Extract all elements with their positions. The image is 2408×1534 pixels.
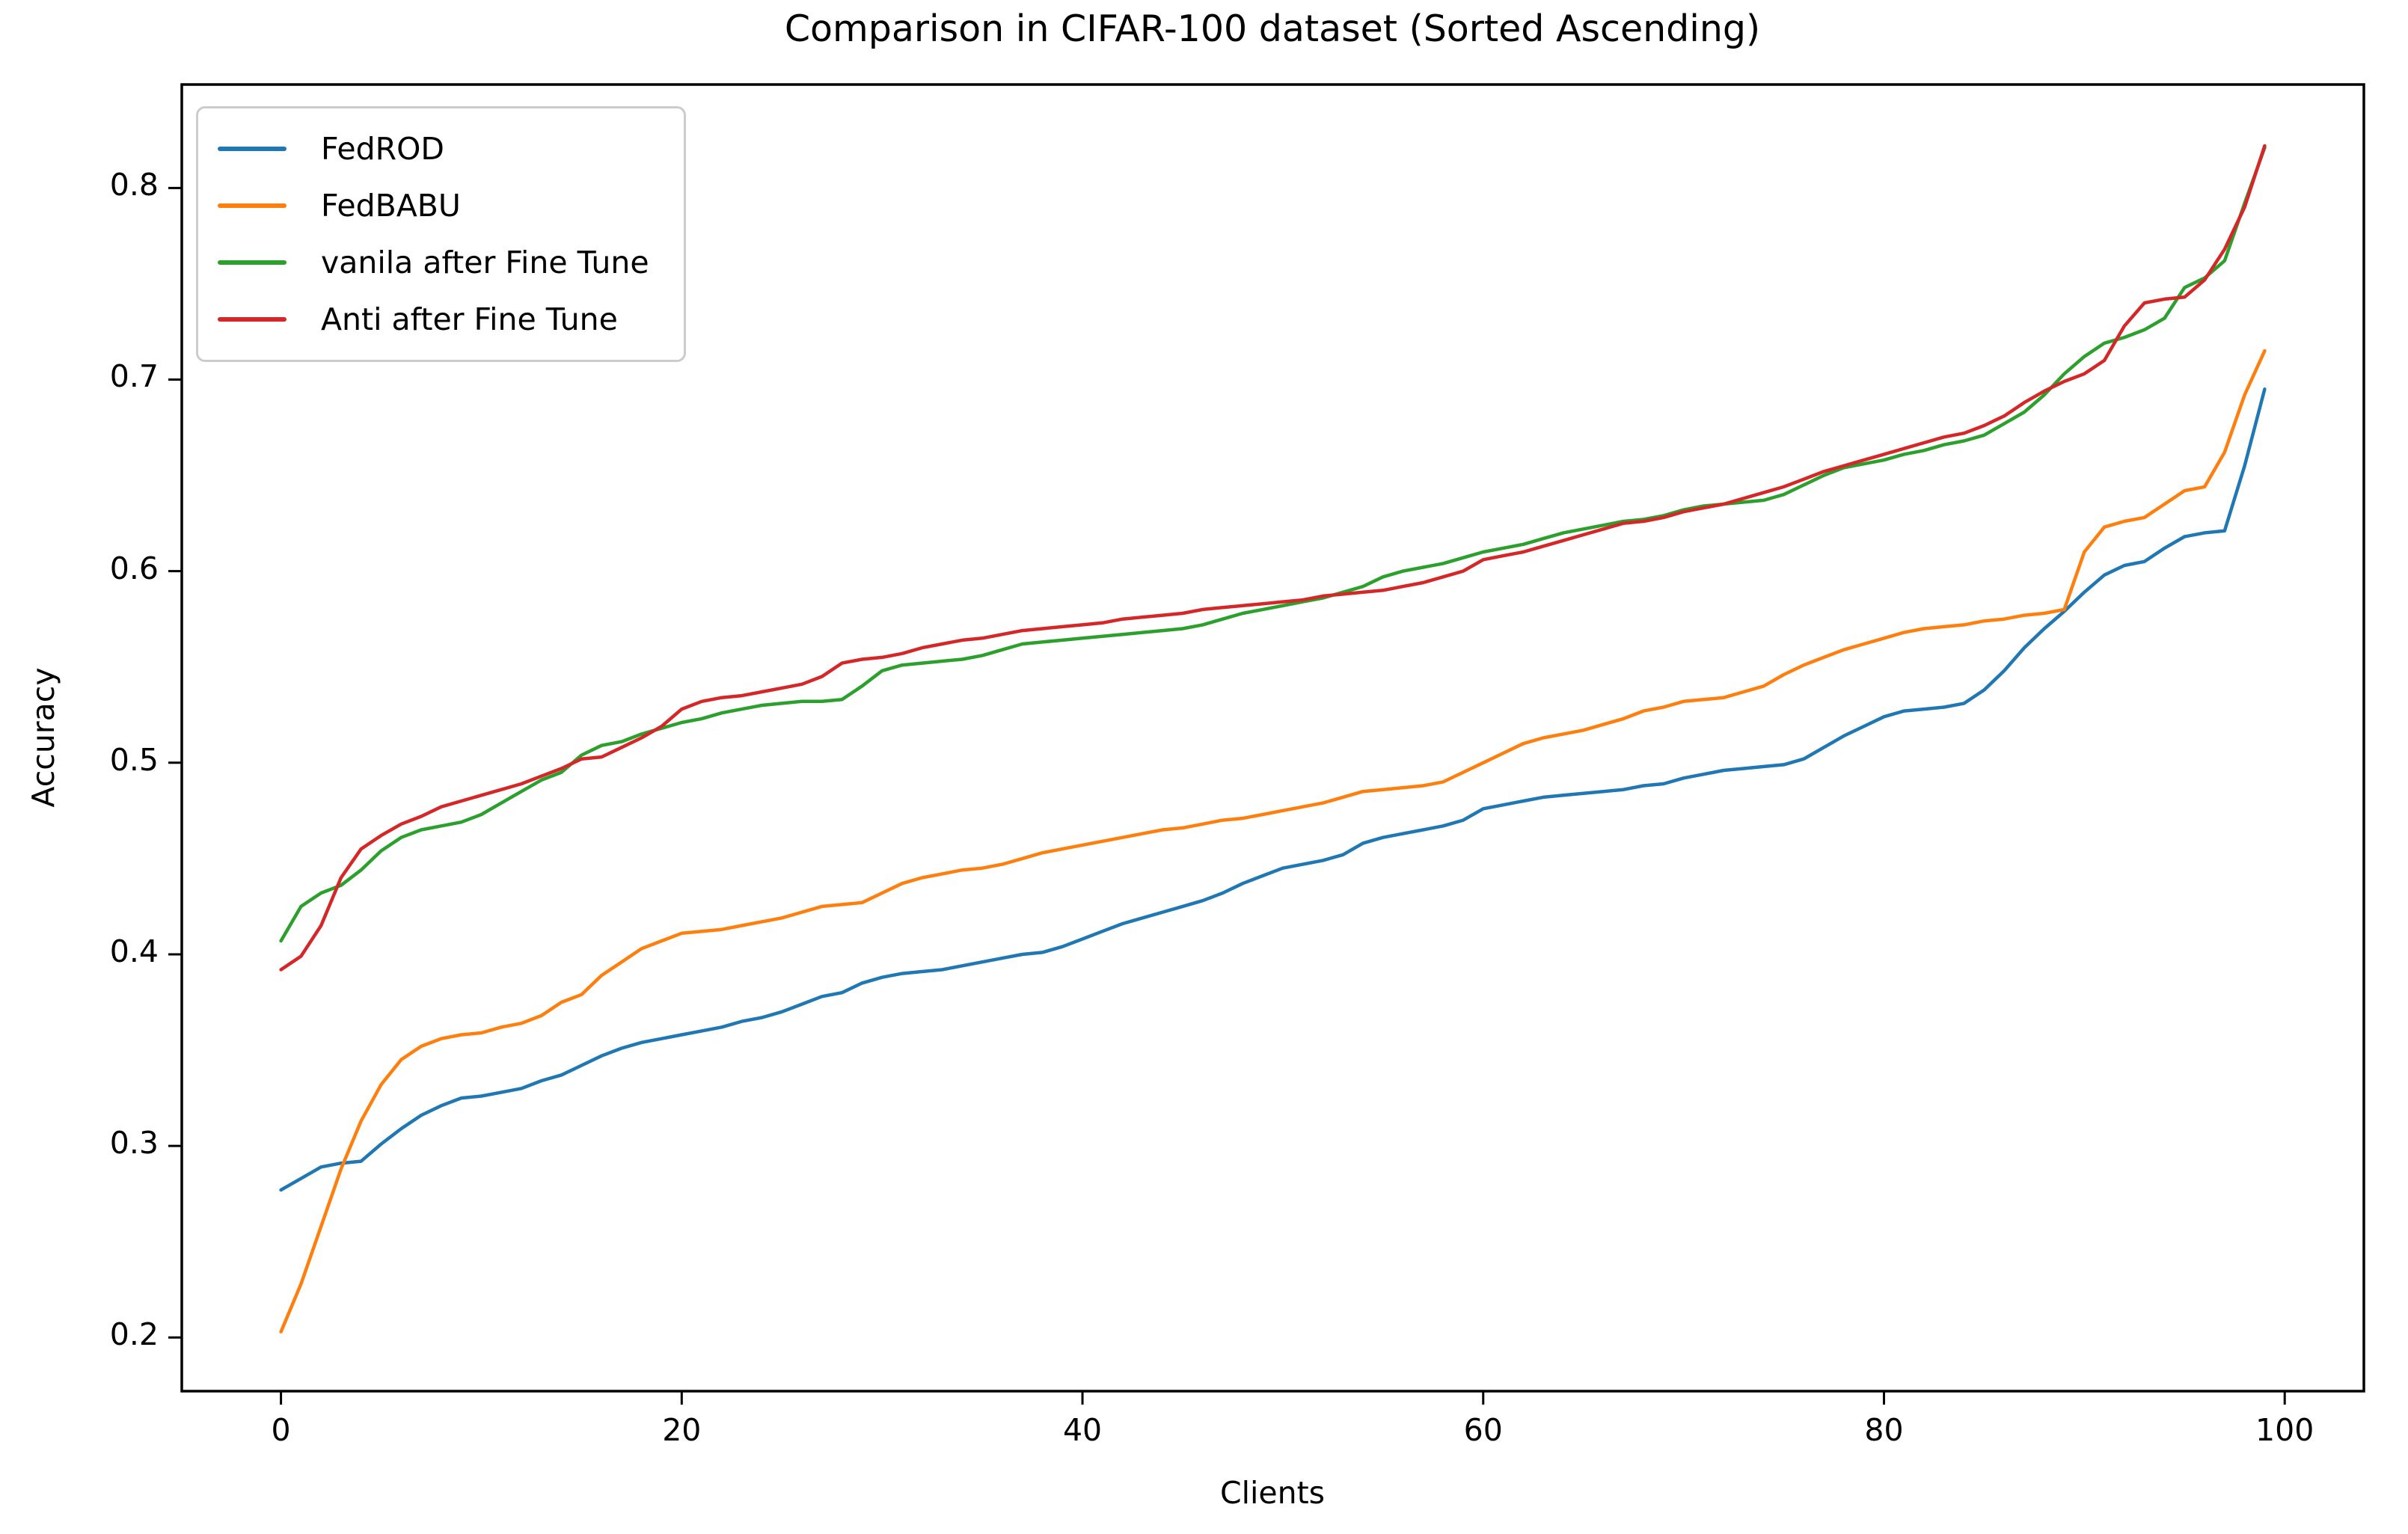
series-line-fedbabu <box>279 349 2267 1334</box>
legend-item-fedrod: FedROD <box>218 120 649 177</box>
x-axis-label: Clients <box>1219 1475 1326 1511</box>
y-tick-label: 0.8 <box>109 167 159 203</box>
y-tick-label: 0.3 <box>109 1125 159 1162</box>
series-line-vanila-after-fine-tune <box>279 146 2267 943</box>
y-tick-label: 0.6 <box>109 550 159 586</box>
chart-title: Comparison in CIFAR-100 dataset (Sorted … <box>784 7 1761 50</box>
legend-item-vanila: vanila after Fine Tune <box>218 234 649 291</box>
series-line-fedrod <box>279 387 2267 1192</box>
legend-line-sample-vanila <box>218 260 287 265</box>
legend: FedROD FedBABU vanila after Fine Tune An… <box>196 106 686 362</box>
x-tick-label: 100 <box>2255 1412 2314 1448</box>
y-axis-label: Accuracy <box>25 667 61 808</box>
x-tick-label: 80 <box>1864 1412 1904 1448</box>
legend-item-anti: Anti after Fine Tune <box>218 291 649 348</box>
series-line-anti-after-fine-tune <box>279 144 2267 972</box>
axes-spines <box>180 83 2365 1393</box>
legend-line-sample-fedbabu <box>218 203 287 208</box>
legend-line-sample-anti <box>218 317 287 322</box>
x-tick-label: 20 <box>662 1412 702 1448</box>
legend-label-vanila: vanila after Fine Tune <box>321 245 649 280</box>
x-tick-label: 60 <box>1463 1412 1503 1448</box>
y-tick-label: 0.5 <box>109 741 159 778</box>
legend-label-anti: Anti after Fine Tune <box>321 301 618 337</box>
x-tick-label: 40 <box>1062 1412 1103 1448</box>
legend-label-fedrod: FedROD <box>321 131 444 167</box>
y-tick-label: 0.4 <box>109 933 159 969</box>
legend-label-fedbabu: FedBABU <box>321 188 461 224</box>
legend-line-sample-fedrod <box>218 147 287 151</box>
x-tick-label: 0 <box>271 1412 291 1448</box>
y-tick-label: 0.2 <box>109 1316 159 1353</box>
legend-item-fedbabu: FedBABU <box>218 177 649 234</box>
y-tick-label: 0.7 <box>109 358 159 395</box>
